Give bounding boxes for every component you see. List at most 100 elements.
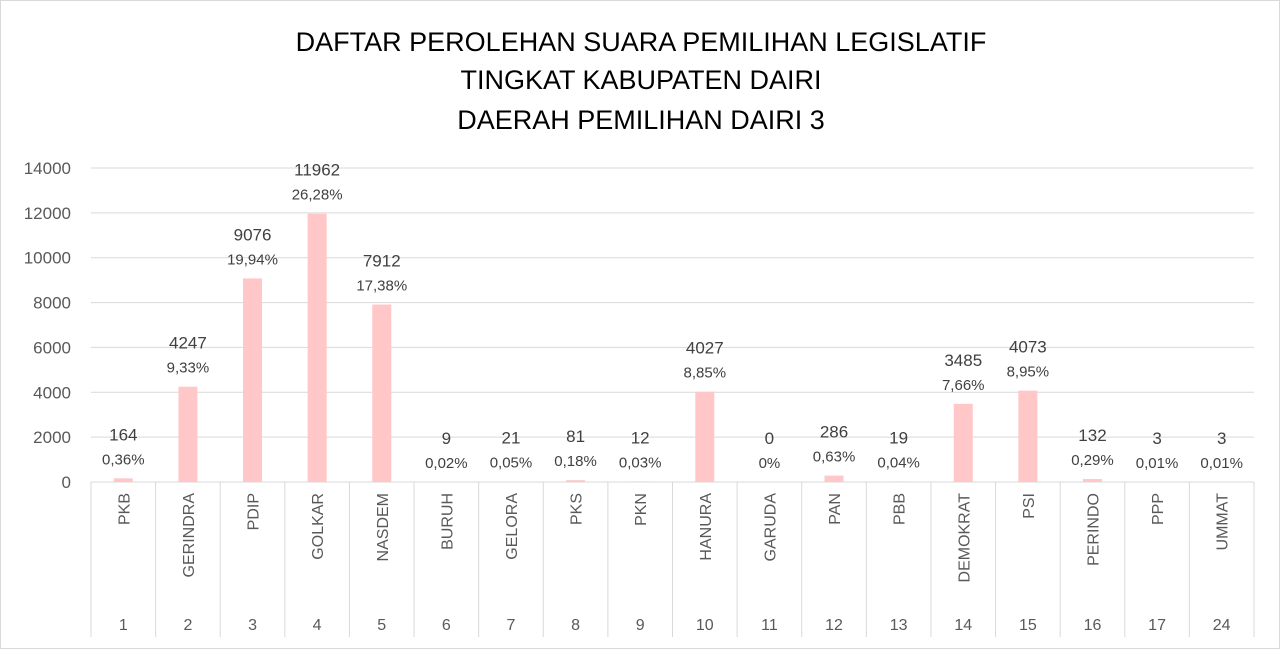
bar (114, 478, 133, 482)
category-labels: PKB 1 GERINDRA 2 PDIP 3 GOLKAR 4 NASDEM 5 BURUH 6 GE… (116, 493, 1231, 634)
y-tick-label: 14000 (24, 159, 71, 178)
category-label: PAN (827, 493, 844, 525)
category-label: PPP (1150, 493, 1167, 525)
percent-label: 0,29% (1071, 452, 1114, 469)
value-label: 7912 (363, 252, 401, 271)
party-number-label: 13 (890, 617, 908, 634)
party-number-label: 9 (636, 617, 645, 634)
y-tick-label: 10000 (24, 249, 71, 268)
value-label: 164 (109, 425, 137, 444)
percent-label: 0,18% (554, 453, 597, 470)
party-number-label: 24 (1213, 617, 1231, 634)
bar (825, 476, 844, 482)
bar (308, 214, 327, 482)
percent-label: 9,33% (167, 360, 210, 377)
category-label: DEMOKRAT (956, 493, 973, 583)
bar (954, 404, 973, 482)
party-number-label: 15 (1019, 617, 1037, 634)
percent-label: 26,28% (292, 187, 343, 204)
percent-label: 0% (759, 455, 781, 472)
y-tick-label: 4000 (33, 383, 71, 402)
category-label: PBB (892, 493, 909, 525)
value-label: 132 (1078, 426, 1106, 445)
value-label: 3 (1217, 429, 1226, 448)
bar (178, 387, 197, 482)
category-label: PERINDO (1085, 493, 1102, 566)
bar (566, 480, 585, 482)
category-table (91, 482, 1254, 637)
value-label: 11962 (294, 161, 340, 180)
percent-label: 8,95% (1007, 364, 1050, 381)
party-number-label: 3 (248, 617, 257, 634)
percent-label: 0,05% (490, 455, 533, 472)
party-number-label: 4 (313, 617, 322, 634)
value-label: 0 (765, 429, 774, 448)
category-label: UMMAT (1215, 493, 1232, 551)
chart-title: DAFTAR PEROLEHAN SUARA PEMILIHAN LEGISLA… (296, 27, 987, 135)
data-labels: 164 0,36% 4247 9,33% 9076 19,94% 11962 26,28% 79… (102, 161, 1243, 472)
percent-label: 0,01% (1200, 455, 1243, 472)
value-label: 3 (1152, 429, 1161, 448)
percent-label: 17,38% (356, 278, 407, 295)
party-number-label: 7 (507, 617, 516, 634)
value-label: 9076 (234, 225, 272, 244)
value-label: 9 (442, 429, 451, 448)
bar (1018, 391, 1037, 482)
category-label: GELORA (504, 493, 521, 560)
category-label: GOLKAR (310, 493, 327, 560)
value-label: 12 (631, 429, 650, 448)
bar (243, 278, 262, 482)
value-label: 4247 (169, 334, 207, 353)
party-number-label: 17 (1148, 617, 1166, 634)
party-number-label: 8 (571, 617, 580, 634)
category-label: BURUH (439, 493, 456, 550)
percent-label: 0,01% (1136, 455, 1179, 472)
category-label: HANURA (698, 493, 715, 561)
value-label: 286 (820, 423, 848, 442)
percent-label: 0,63% (813, 449, 856, 466)
party-number-label: 1 (119, 617, 128, 634)
bar (372, 305, 391, 482)
party-number-label: 11 (761, 617, 778, 634)
party-number-label: 6 (442, 617, 451, 634)
category-label: PKN (633, 493, 650, 526)
chart-title-line-2: TINGKAT KABUPATEN DAIRI (460, 65, 821, 95)
bar (695, 392, 714, 482)
category-label: NASDEM (375, 493, 392, 561)
party-number-label: 16 (1084, 617, 1102, 634)
y-tick-label: 12000 (24, 204, 71, 223)
y-tick-label: 2000 (33, 428, 71, 447)
party-number-label: 10 (696, 617, 714, 634)
value-label: 19 (889, 429, 908, 448)
party-number-label: 2 (183, 617, 192, 634)
value-label: 21 (502, 429, 521, 448)
value-label: 81 (566, 427, 585, 446)
percent-label: 0,02% (425, 455, 468, 472)
y-tick-label: 6000 (33, 338, 71, 357)
party-number-label: 12 (825, 617, 843, 634)
category-label: PDIP (246, 493, 263, 530)
category-label: PKB (116, 493, 133, 525)
chart-title-line-1: DAFTAR PEROLEHAN SUARA PEMILIHAN LEGISLA… (296, 27, 987, 57)
bar (1083, 479, 1102, 482)
y-axis-tick-labels: 0 2000 4000 6000 8000 10000 12000 14000 (24, 159, 71, 492)
percent-label: 19,94% (227, 251, 278, 268)
percent-label: 0,03% (619, 455, 662, 472)
value-label: 3485 (944, 351, 982, 370)
party-number-label: 14 (954, 617, 972, 634)
value-label: 4027 (686, 339, 724, 358)
percent-label: 0,36% (102, 451, 145, 468)
percent-label: 7,66% (942, 377, 985, 394)
y-tick-label: 8000 (33, 294, 71, 313)
category-label: PKS (569, 493, 586, 525)
value-label: 4073 (1009, 338, 1047, 357)
category-label: PSI (1021, 493, 1038, 519)
chart-title-line-3: DAERAH PEMILIHAN DAIRI 3 (457, 105, 825, 135)
percent-label: 0,04% (877, 455, 920, 472)
party-number-label: 5 (377, 617, 386, 634)
category-label: GERINDRA (181, 493, 198, 578)
y-tick-label: 0 (62, 473, 71, 492)
category-label: GARUDA (762, 493, 779, 562)
